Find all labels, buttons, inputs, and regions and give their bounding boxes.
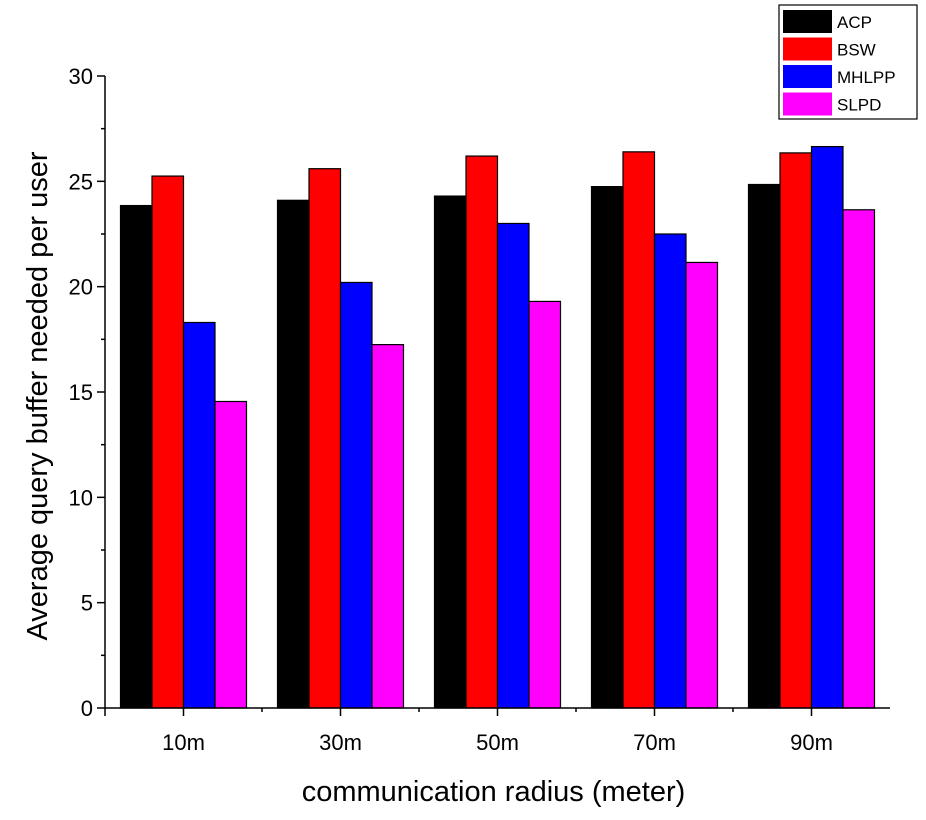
y-tick-label: 10 xyxy=(69,485,93,510)
bars-group xyxy=(119,145,876,709)
bar-slpd-30m xyxy=(371,344,405,709)
bar-acp-10m xyxy=(119,204,153,709)
legend-swatch-acp xyxy=(783,10,832,33)
y-ticks-group: 0 5 10 15 20 25 30 xyxy=(69,64,105,721)
bar-mhlpp-10m xyxy=(182,321,216,709)
bar-mhlpp-30m xyxy=(339,281,373,709)
y-tick-label: 20 xyxy=(69,275,93,300)
legend-label-bsw: BSW xyxy=(837,41,876,60)
y-tick-label: 5 xyxy=(81,591,93,616)
y-tick-label: 0 xyxy=(81,696,93,721)
x-tick-label: 70m xyxy=(633,730,676,755)
bar-bsw-90m xyxy=(779,152,813,709)
bar-mhlpp-70m xyxy=(653,233,687,709)
legend-label-mhlpp: MHLPP xyxy=(837,68,896,87)
bar-bsw-10m xyxy=(151,175,185,709)
legend-label-acp: ACP xyxy=(837,13,872,32)
legend-swatch-slpd xyxy=(783,92,832,116)
legend-label-slpd: SLPD xyxy=(837,96,881,115)
legend-swatch-bsw xyxy=(783,37,832,61)
bar-slpd-50m xyxy=(528,300,562,709)
bar-slpd-90m xyxy=(842,209,876,709)
bar-bsw-70m xyxy=(622,151,656,709)
legend-swatch-mhlpp xyxy=(783,65,832,88)
y-tick-label: 30 xyxy=(69,64,93,89)
bar-acp-90m xyxy=(747,183,781,709)
x-tick-label: 30m xyxy=(319,730,362,755)
bar-acp-50m xyxy=(433,195,467,709)
legend: ACP BSW MHLPP SLPD xyxy=(778,4,918,120)
bar-mhlpp-50m xyxy=(496,222,530,709)
bar-acp-70m xyxy=(590,186,624,709)
bar-slpd-70m xyxy=(685,261,719,709)
bar-acp-30m xyxy=(276,199,310,709)
x-tick-label: 50m xyxy=(476,730,519,755)
bar-mhlpp-90m xyxy=(810,145,844,709)
bar-bsw-50m xyxy=(465,155,499,709)
x-ticks-group: 10m 30m 50m 70m 90m xyxy=(162,708,833,755)
y-axis-title: Average query buffer needed per user xyxy=(22,151,54,640)
x-axis-title: communication radius (meter) xyxy=(302,776,686,808)
y-tick-label: 25 xyxy=(69,169,93,194)
x-tick-label: 90m xyxy=(790,730,833,755)
y-tick-label: 15 xyxy=(69,380,93,405)
bar-slpd-10m xyxy=(214,400,248,709)
bar-bsw-30m xyxy=(308,168,342,709)
x-tick-label: 10m xyxy=(162,730,205,755)
